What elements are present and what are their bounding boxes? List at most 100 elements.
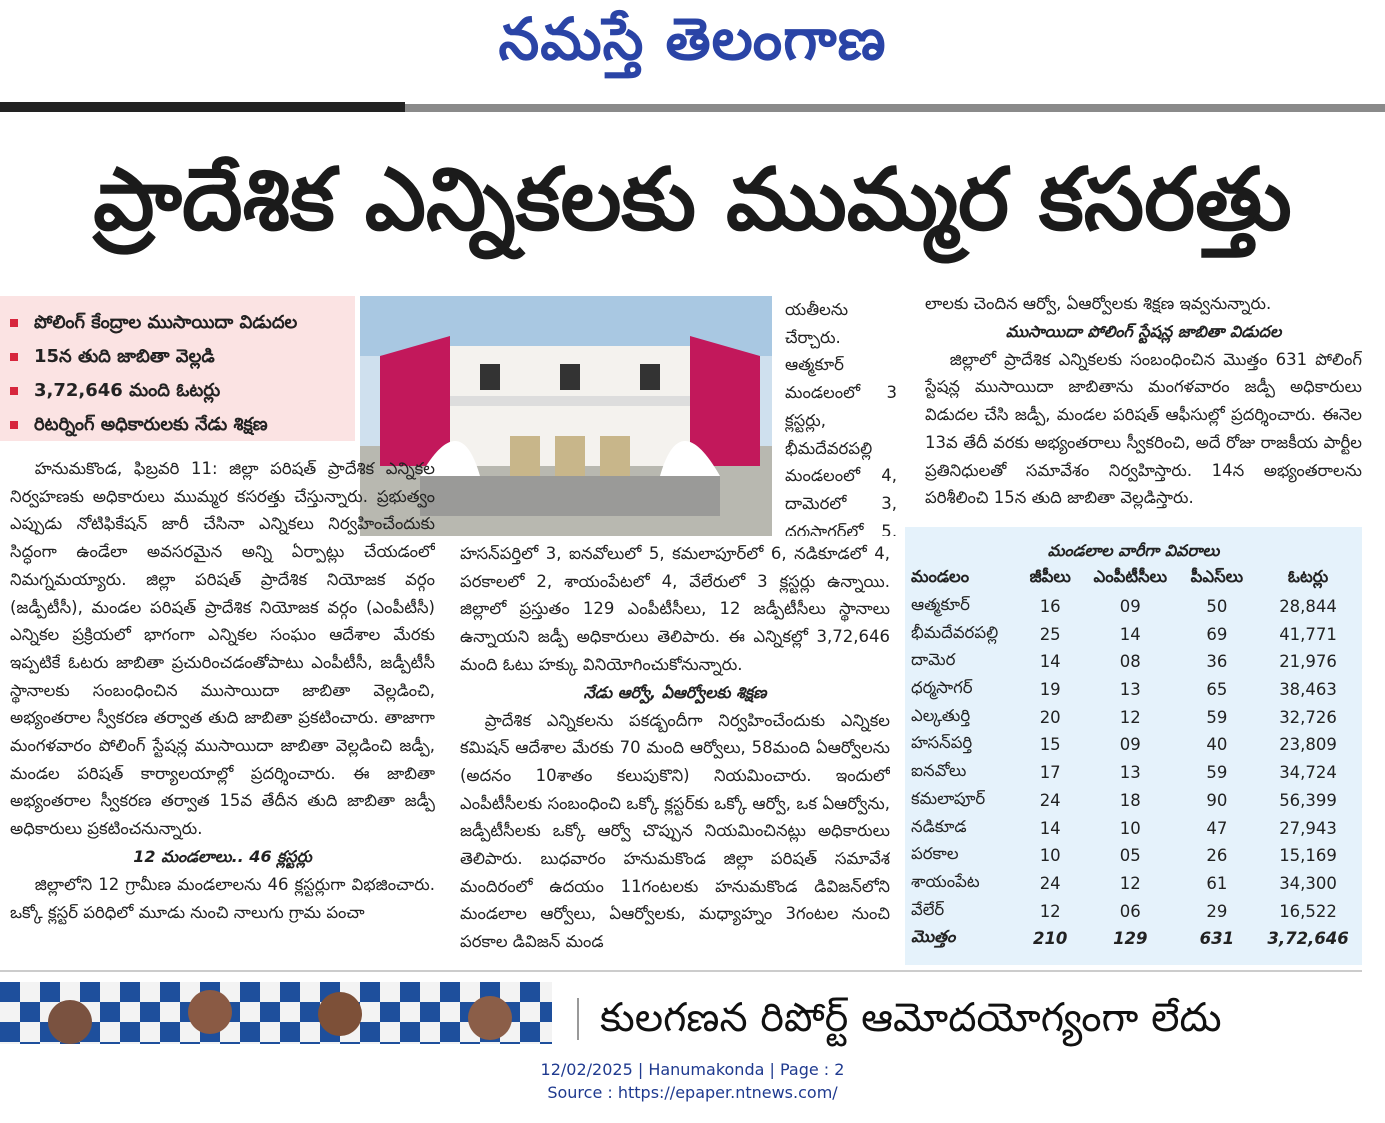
- separator: [577, 998, 579, 1040]
- table-row: ఐనవోలు 17 13 59 34,724: [905, 759, 1362, 787]
- table-cell: ఓటర్లు: [1287, 567, 1329, 587]
- table-cell: దామెర: [911, 650, 956, 670]
- column: లాలకు చెందిన ఆర్వో, ఏఆర్వోలకు శిక్షణ ఇవ్…: [925, 290, 1362, 512]
- table-cell: 90: [1206, 790, 1228, 810]
- table-row: మొత్తం 210 129 631 3,72,646: [905, 925, 1362, 953]
- table-cell: 10: [1119, 818, 1141, 838]
- table-cell: 12: [1119, 707, 1141, 727]
- table-cell: 28,844: [1279, 597, 1337, 617]
- table-cell: 129: [1113, 929, 1148, 949]
- table-cell: 21,976: [1279, 652, 1337, 672]
- table-cell: 61: [1206, 873, 1228, 893]
- table-row: వేలేర్ 12 06 29 16,522: [905, 897, 1362, 925]
- table-cell: ఎంపీటీసీలు: [1093, 567, 1168, 587]
- table-row: హసన్‌పర్తి 15 09 40 23,809: [905, 731, 1362, 759]
- footer-line: Source : https://epaper.ntnews.com/: [547, 1083, 838, 1102]
- highlight: రిటర్నింగ్ అధికారులకు నేడు శిక్షణ: [10, 408, 355, 442]
- table-row: శాయంపేట 24 12 61 34,300: [905, 870, 1362, 898]
- table-cell: పీఎస్‌లు: [1190, 567, 1244, 587]
- paragraph: ప్రాదేశిక ఎన్నికలను పకడ్బందీగా నిర్వహించ…: [460, 710, 890, 952]
- table-cell: 34,300: [1279, 873, 1337, 893]
- table-cell: 38,463: [1279, 680, 1337, 700]
- headline: కులగణన రిపోర్ట్ ఆమోదయోగ్యంగా లేదు: [600, 995, 1222, 1041]
- table-cell: మండలం: [911, 567, 970, 587]
- table-cell: వేలేర్: [911, 899, 945, 919]
- subhead: 12 మండలాలు.. 46 క్లస్టర్లు: [133, 846, 312, 866]
- table-cell: 50: [1206, 597, 1228, 617]
- headline: ప్రాదేశిక ఎన్నికలకు ముమ్మర కసరత్తు: [93, 150, 1292, 250]
- table-cell: ఆత్మకూర్: [911, 595, 970, 615]
- rule: [405, 104, 1385, 112]
- table-cell: శాయంపేట: [911, 871, 980, 891]
- table-cell: 24: [1039, 873, 1061, 893]
- rule: [0, 970, 1362, 972]
- masthead: నమస్తే తెలంగాణ: [498, 5, 887, 73]
- table-cell: 210: [1032, 929, 1068, 949]
- table-cell: పరకాల: [911, 844, 959, 864]
- paragraph: యతీలను చేర్చారు. ఆత్మకూర్ మండలంలో 3 క్లస…: [785, 300, 897, 536]
- table-cell: 47: [1206, 818, 1228, 838]
- table-cell: 12: [1119, 873, 1141, 893]
- paragraph: జిల్లాలో ప్రాదేశిక ఎన్నికలకు సంబంధించిన …: [925, 349, 1362, 508]
- table-cell: 10: [1039, 846, 1061, 866]
- paragraph: హసన్‌పర్తిలో 3, ఐనవోలులో 5, కమలాపూర్‌లో …: [460, 544, 890, 674]
- table-cell: 34,724: [1279, 763, 1337, 783]
- photo: [0, 982, 552, 1044]
- table-row: ఎల్కతుర్తి 20 12 59 32,726: [905, 703, 1362, 731]
- table-cell: 26: [1206, 846, 1228, 866]
- table-cell: ఐనవోలు: [911, 761, 967, 781]
- table-cell: 40: [1206, 735, 1228, 755]
- table-row: కమలాపూర్ 24 18 90 56,399: [905, 787, 1362, 815]
- table-cell: 56,399: [1279, 790, 1337, 810]
- table-cell: 09: [1119, 597, 1141, 617]
- highlights: పోలింగ్ కేంద్రాల ముసాయిదా విడుదల 15న తుద…: [0, 296, 355, 441]
- table-cell: మొత్తం: [911, 927, 956, 947]
- table-cell: 15,169: [1279, 846, 1337, 866]
- table-cell: కమలాపూర్: [911, 788, 986, 808]
- table-cell: 41,771: [1279, 624, 1337, 644]
- table-cell: 12: [1039, 901, 1061, 921]
- table-cell: 32,726: [1279, 707, 1337, 727]
- table-cell: 13: [1119, 763, 1141, 783]
- paragraph: హనుమకొండ, ఫిబ్రవరి 11: జిల్లా పరిషత్ ప్ర…: [10, 459, 435, 839]
- table-cell: 16,522: [1279, 901, 1337, 921]
- table-title: మండలాల వారీగా వివరాలు: [1047, 541, 1220, 560]
- table-cell: 16: [1039, 597, 1061, 617]
- table-cell: 631: [1199, 929, 1235, 949]
- subhead: ముసాయిదా పోలింగ్ స్టేషన్ల జాబితా విడుదల: [1005, 321, 1282, 341]
- table-cell: 29: [1206, 901, 1228, 921]
- table-cell: హసన్‌పర్తి: [911, 733, 973, 753]
- table-cell: 14: [1039, 652, 1061, 672]
- table-cell: జీపీలు: [1029, 567, 1071, 587]
- table-cell: 13: [1119, 680, 1141, 700]
- table-row: పరకాల 10 05 26 15,169: [905, 842, 1362, 870]
- column: హనుమకొండ, ఫిబ్రవరి 11: జిల్లా పరిషత్ ప్ర…: [10, 455, 435, 960]
- highlight: పోలింగ్ కేంద్రాల ముసాయిదా విడుదల: [10, 306, 355, 340]
- table-cell: 19: [1039, 680, 1061, 700]
- table-cell: 36: [1206, 652, 1228, 672]
- table-cell: 24: [1039, 790, 1061, 810]
- table-box: మండలాల వారీగా వివరాలు మండలం జీపీలు ఎంపీటీస…: [905, 527, 1362, 965]
- table-cell: 3,72,646: [1267, 929, 1349, 949]
- paragraph: జిల్లాలోని 12 గ్రామీణ మండలాలను 46 క్లస్ట…: [10, 874, 435, 922]
- paragraph: లాలకు చెందిన ఆర్వో, ఏఆర్వోలకు శిక్షణ ఇవ్…: [925, 294, 1272, 313]
- table-cell: 20: [1039, 707, 1061, 727]
- table-row: ధర్మసాగర్ 19 13 65 38,463: [905, 676, 1362, 704]
- table-cell: 09: [1119, 735, 1141, 755]
- table-cell: 14: [1119, 624, 1141, 644]
- table-cell: 59: [1206, 707, 1228, 727]
- table-cell: 23,809: [1279, 735, 1337, 755]
- table-cell: 25: [1039, 624, 1061, 644]
- table-cell: 15: [1039, 735, 1061, 755]
- table-cell: 06: [1119, 901, 1141, 921]
- photo: [360, 296, 772, 536]
- table-cell: 69: [1206, 624, 1228, 644]
- table-row: మండలం జీపీలు ఎంపీటీసీలు పీఎస్‌లు ఓటర్లు: [905, 565, 1362, 593]
- highlight: 3,72,646 మంది ఓటర్లు: [10, 374, 355, 408]
- table-cell: 05: [1119, 846, 1141, 866]
- column: యతీలను చేర్చారు. ఆత్మకూర్ మండలంలో 3 క్లస…: [785, 296, 897, 536]
- table-cell: 59: [1206, 763, 1228, 783]
- table-row: ఆత్మకూర్ 16 09 50 28,844: [905, 593, 1362, 621]
- table-cell: భీమదేవరపల్లి: [911, 622, 999, 642]
